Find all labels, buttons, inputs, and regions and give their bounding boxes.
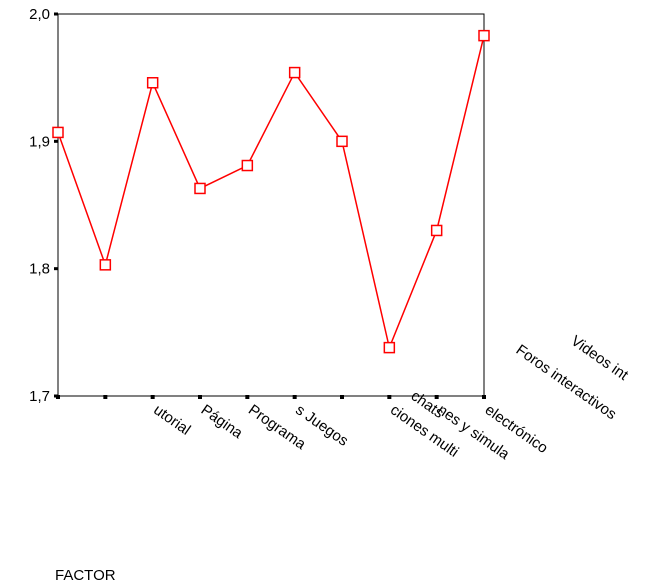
point-marker bbox=[383, 341, 396, 354]
x-tick bbox=[245, 395, 250, 399]
x-tick bbox=[387, 395, 392, 399]
point-marker bbox=[194, 182, 206, 195]
x-tick bbox=[340, 395, 344, 399]
point-marker bbox=[288, 66, 301, 79]
x-tick bbox=[482, 395, 486, 399]
x-tick-label: Videos int bbox=[568, 332, 632, 384]
x-tick bbox=[103, 395, 108, 399]
y-tick-label: 1,8 bbox=[29, 261, 50, 278]
y-tick-label: 2,0 bbox=[29, 6, 50, 23]
x-tick bbox=[56, 395, 60, 399]
point-marker bbox=[430, 224, 443, 237]
x-tick bbox=[198, 395, 202, 399]
x-tick bbox=[150, 395, 155, 399]
point-marker bbox=[146, 77, 159, 89]
x-tick-label: Página bbox=[198, 401, 247, 442]
point-marker bbox=[336, 135, 348, 148]
y-tick-label: 1,9 bbox=[29, 133, 50, 150]
series-line bbox=[57, 35, 485, 351]
point-marker bbox=[99, 259, 112, 271]
x-tick bbox=[292, 395, 297, 399]
point-marker bbox=[478, 29, 490, 42]
y-tick-label: 1,7 bbox=[29, 388, 50, 405]
point-marker bbox=[52, 126, 64, 139]
x-axis-label: FACTOR bbox=[55, 567, 116, 584]
x-tick-label: utorial bbox=[150, 401, 193, 438]
point-marker bbox=[241, 159, 254, 172]
plot-frame bbox=[57, 13, 485, 397]
x-tick bbox=[434, 395, 439, 399]
